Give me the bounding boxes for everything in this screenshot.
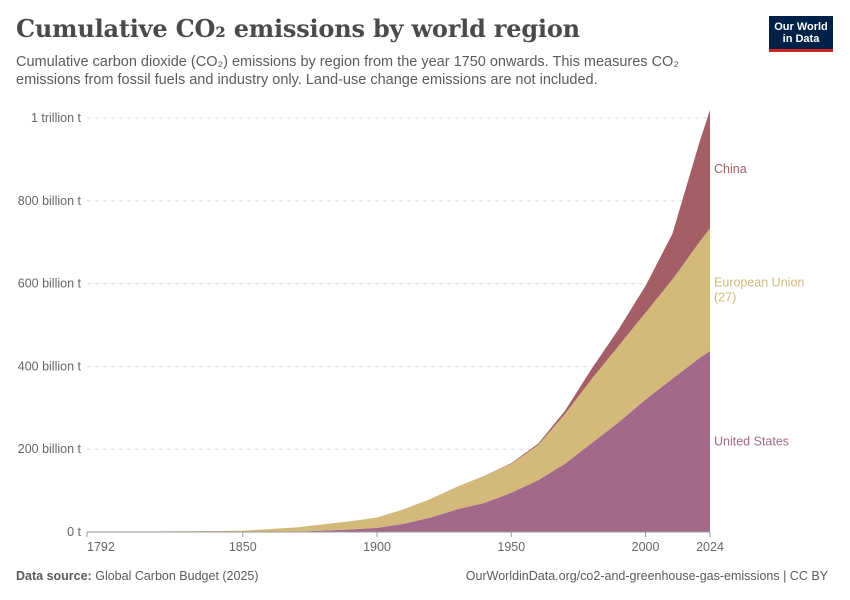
y-tick-label: 600 billion t <box>18 277 82 291</box>
series-labels: United States European Union (27) China <box>714 162 804 448</box>
y-tick-label: 200 billion t <box>18 442 82 456</box>
footer-url-license[interactable]: OurWorldinData.org/co2-and-greenhouse-ga… <box>465 569 828 583</box>
y-tick-label: 400 billion t <box>18 359 82 373</box>
x-tick-label: 1792 <box>87 540 115 554</box>
y-tick-label: 800 billion t <box>18 194 82 208</box>
series-label: United States <box>714 435 789 449</box>
x-tick-label: 1850 <box>229 540 257 554</box>
series-label: China <box>714 162 747 176</box>
chart-subtitle: Cumulative carbon dioxide (CO₂) emission… <box>16 54 679 88</box>
axes: 0 t 200 billion t 400 billion t 600 billion… <box>18 111 724 554</box>
data-source-text[interactable]: Global Carbon Budget (2025) <box>95 569 259 583</box>
x-tick-label: 1900 <box>363 540 391 554</box>
owid-logo[interactable]: Our World in Data <box>769 16 833 52</box>
logo-line-1: Our World <box>774 21 828 33</box>
y-tick-label: 1 trillion t <box>31 111 82 125</box>
logo-line-2: in Data <box>782 33 820 45</box>
chart-title: Cumulative CO₂ emissions by world region <box>16 14 580 43</box>
series-label: European Union (27) <box>714 276 804 305</box>
area-series <box>87 110 710 532</box>
x-tick-label: 2000 <box>632 540 660 554</box>
x-tick-label: 1950 <box>497 540 525 554</box>
data-source: Data source: Global Carbon Budget (2025) <box>16 569 259 583</box>
area-european-union-27[interactable] <box>87 228 710 532</box>
area-united-states[interactable] <box>87 351 710 532</box>
x-tick-label: 2024 <box>696 540 724 554</box>
data-source-label: Data source: <box>16 569 92 583</box>
y-tick-label: 0 t <box>67 525 81 539</box>
